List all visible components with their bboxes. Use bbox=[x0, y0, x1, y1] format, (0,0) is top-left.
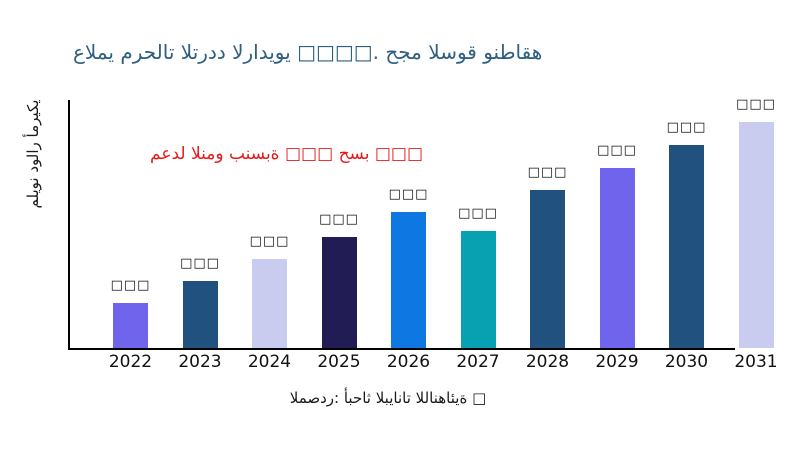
bar-2031 bbox=[738, 122, 774, 348]
x-tick-label-2029: 2029 bbox=[595, 352, 639, 372]
bar-2022 bbox=[113, 303, 148, 348]
x-tick-label-2026: 2026 bbox=[386, 352, 431, 372]
bar-2028 bbox=[530, 190, 565, 348]
source-note: المصدر: أبحاث البيانات اللانهائية □ bbox=[289, 389, 487, 407]
bar-value-label-2029: □□□ bbox=[597, 143, 637, 158]
bar-2029 bbox=[599, 168, 635, 348]
bar-2025 bbox=[321, 237, 357, 348]
bar-value-label-2024: □□□ bbox=[249, 234, 290, 249]
bar-2027 bbox=[460, 231, 496, 348]
growth-rate-annotation: معدل النمو بنسبة □□□ حسب □□□ bbox=[150, 144, 424, 164]
bar-value-label-2025: □□□ bbox=[319, 212, 359, 227]
x-axis-line bbox=[68, 348, 735, 350]
y-axis-line bbox=[68, 100, 70, 350]
bar-value-label-2023: □□□ bbox=[180, 256, 220, 271]
bar-2023 bbox=[182, 281, 218, 348]
bar-value-label-2031: □□□ bbox=[736, 97, 776, 112]
x-tick-label-2024: 2024 bbox=[247, 352, 292, 372]
x-tick-label-2022: 2022 bbox=[108, 352, 153, 372]
bar-2026 bbox=[391, 212, 426, 348]
bar-value-label-2026: □□□ bbox=[388, 187, 429, 202]
x-tick-label-2027: 2027 bbox=[456, 352, 500, 372]
chart-title: عالمي مرحلات التردد الراديوي □□□□. حجم ا… bbox=[73, 40, 543, 64]
bar-value-label-2028: □□□ bbox=[527, 165, 568, 180]
bar-value-label-2027: □□□ bbox=[458, 206, 498, 221]
x-tick-label-2030: 2030 bbox=[664, 352, 709, 372]
x-tick-label-2023: 2023 bbox=[178, 352, 222, 372]
x-tick-label-2031: 2031 bbox=[734, 352, 778, 372]
x-tick-label-2028: 2028 bbox=[525, 352, 570, 372]
bar-value-label-2022: □□□ bbox=[110, 278, 151, 293]
bar-2030 bbox=[669, 145, 704, 348]
x-tick-label-2025: 2025 bbox=[317, 352, 361, 372]
bar-2024 bbox=[252, 259, 287, 348]
bar-value-label-2030: □□□ bbox=[666, 120, 707, 135]
